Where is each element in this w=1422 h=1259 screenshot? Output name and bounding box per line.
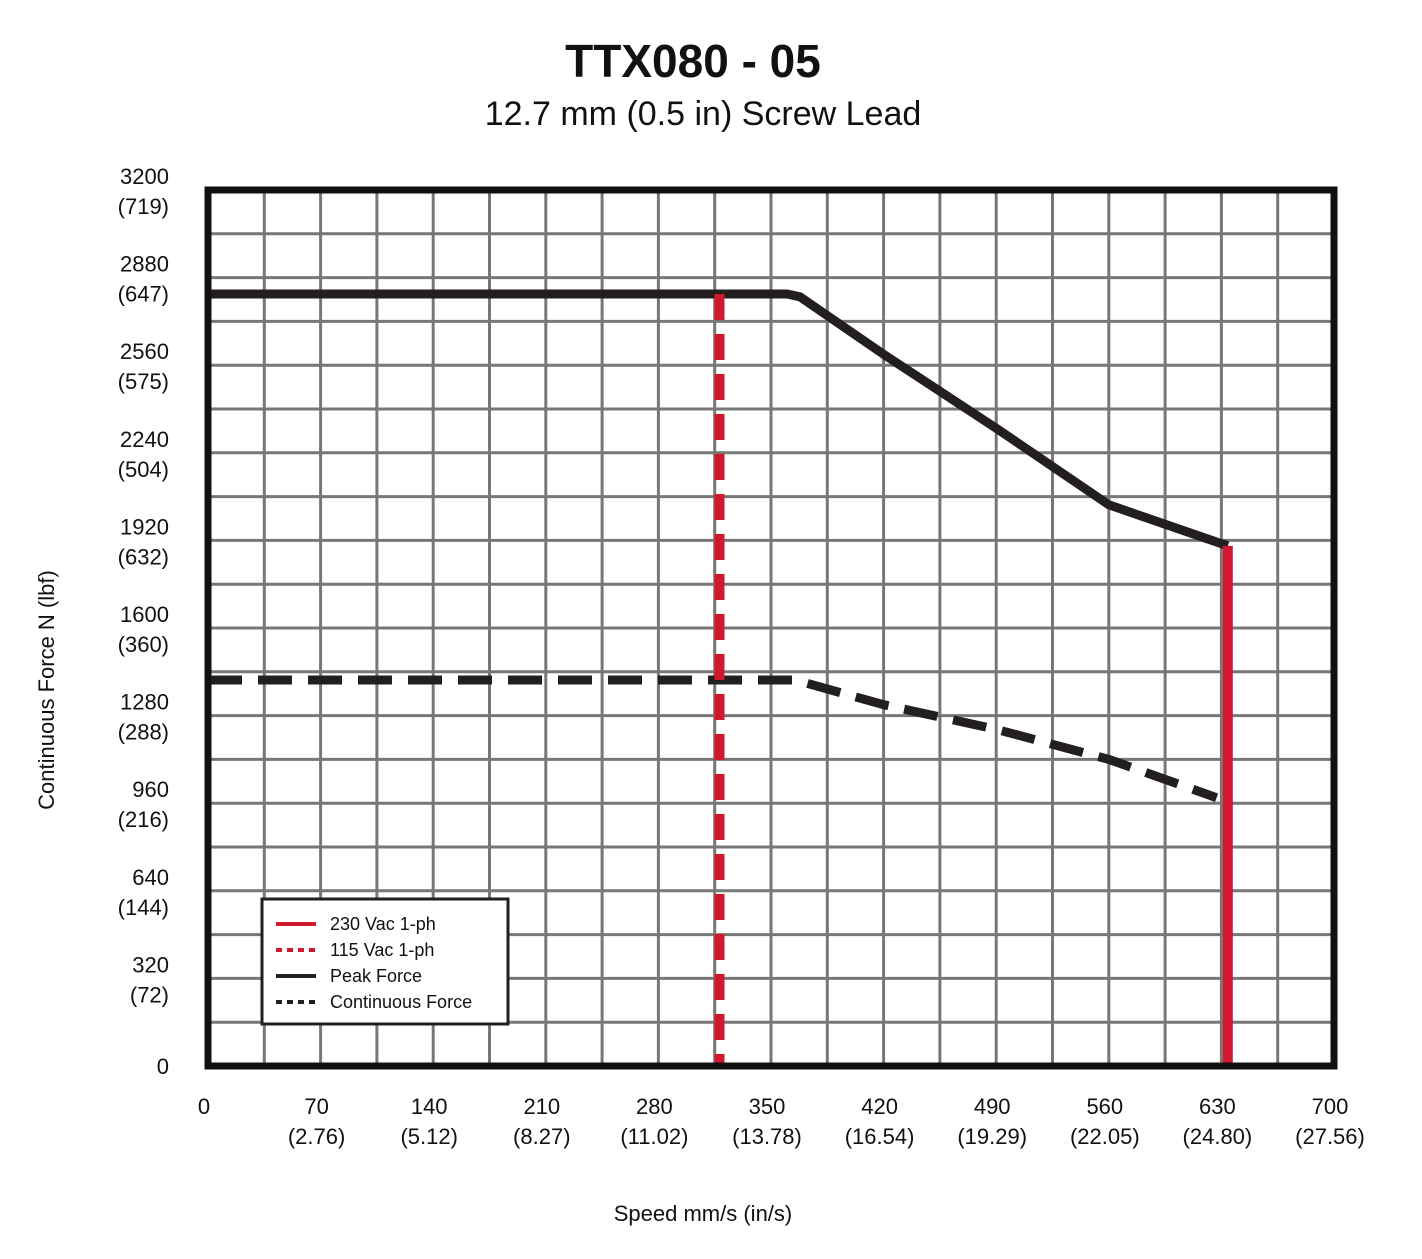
legend-label: Continuous Force — [330, 992, 472, 1012]
series-line-continuous-force — [208, 675, 1219, 802]
x-tick-label: 630 — [1199, 1094, 1236, 1119]
x-tick-label: 420 — [861, 1094, 898, 1119]
x-tick-label: 280 — [636, 1094, 673, 1119]
x-tick-labels: 0 70 (2.76) 140 (5.12) 210 (8.27) 280 (11.02) 350… — [198, 1094, 1365, 1149]
y-tick-sublabel: (575) — [118, 369, 169, 394]
x-tick-sublabel: (24.80) — [1183, 1124, 1253, 1149]
x-tick-sublabel: (22.05) — [1070, 1124, 1140, 1149]
x-axis-label: Speed mm/s (in/s) — [614, 1201, 793, 1226]
x-tick-label: 700 — [1312, 1094, 1349, 1119]
y-tick-labels: 3200(719)2880(647)2560(575)2240(504)1920… — [118, 164, 169, 1079]
y-tick-sublabel: (719) — [118, 194, 169, 219]
x-tick-label: 210 — [523, 1094, 560, 1119]
y-tick-sublabel: (72) — [130, 982, 169, 1007]
x-tick-sublabel: (11.02) — [620, 1124, 688, 1149]
y-tick-label: 3200 — [120, 164, 169, 189]
y-tick-label: 0 — [157, 1054, 169, 1079]
x-tick-label: 140 — [411, 1094, 448, 1119]
x-tick-sublabel: (8.27) — [513, 1124, 570, 1149]
x-tick-sublabel: (27.56) — [1295, 1124, 1365, 1149]
y-tick-sublabel: (288) — [118, 720, 169, 745]
series-line-peak-force — [208, 289, 1230, 551]
legend-label: 115 Vac 1-ph — [330, 940, 434, 960]
y-tick-label: 960 — [132, 777, 169, 802]
y-tick-label: 1920 — [120, 514, 169, 539]
plot-frame — [204, 186, 1338, 1070]
x-tick-label: 560 — [1086, 1094, 1123, 1119]
chart-subtitle: 12.7 mm (0.5 in) Screw Lead — [485, 95, 922, 133]
y-tick-sublabel: (216) — [118, 807, 169, 832]
x-tick-label: 0 — [198, 1094, 210, 1119]
y-tick-label: 2880 — [120, 252, 169, 277]
y-tick-sublabel: (360) — [118, 632, 169, 657]
y-tick-label: 320 — [132, 952, 169, 977]
chart-title: TTX080 - 05 — [565, 35, 821, 87]
y-tick-sublabel: (647) — [118, 282, 169, 307]
y-tick-label: 2240 — [120, 427, 169, 452]
x-tick-sublabel: (5.12) — [400, 1124, 457, 1149]
y-axis-label: Continuous Force N (lbf) — [34, 570, 59, 810]
y-tick-label: 640 — [132, 865, 169, 890]
series-group — [208, 289, 1233, 1066]
y-tick-label: 1280 — [120, 690, 169, 715]
y-tick-label: 1600 — [120, 602, 169, 627]
y-tick-sublabel: (504) — [118, 457, 169, 482]
x-tick-sublabel: (13.78) — [732, 1124, 802, 1149]
x-tick-label: 490 — [974, 1094, 1011, 1119]
y-tick-sublabel: (144) — [118, 895, 169, 920]
x-tick-label: 70 — [304, 1094, 328, 1119]
chart-legend: 230 Vac 1-ph 115 Vac 1-ph Peak Force Contin… — [260, 897, 510, 1026]
y-tick-sublabel: (632) — [118, 544, 169, 569]
x-tick-sublabel: (16.54) — [845, 1124, 915, 1149]
y-tick-label: 2560 — [120, 339, 169, 364]
x-tick-sublabel: (19.29) — [957, 1124, 1027, 1149]
x-tick-label: 350 — [749, 1094, 786, 1119]
x-tick-sublabel: (2.76) — [288, 1124, 345, 1149]
legend-label: 230 Vac 1-ph — [330, 914, 436, 934]
legend-label: Peak Force — [330, 966, 422, 986]
